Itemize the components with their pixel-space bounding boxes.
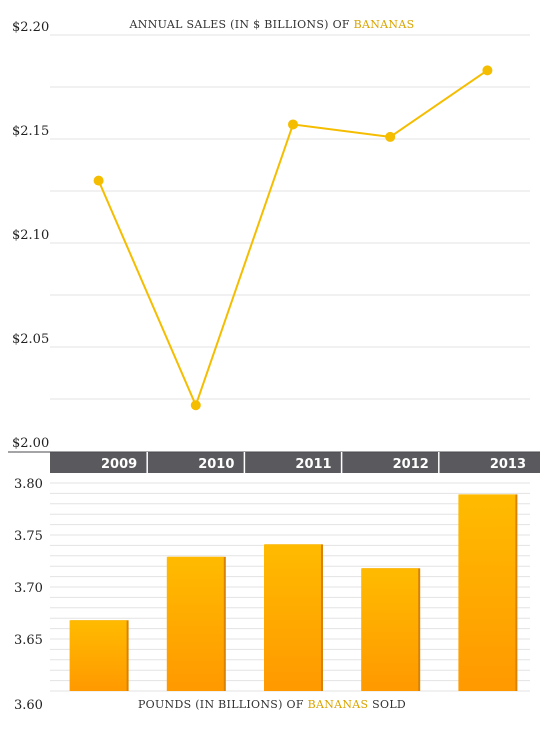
line-y-tick-label: $2.20 bbox=[12, 20, 49, 35]
bar-y-tick-label: 3.80 bbox=[14, 477, 43, 492]
bar-y-tick-label: 3.70 bbox=[14, 581, 43, 596]
bar-chart-y-axis: 3.60 3.65 3.70 3.75 3.80 bbox=[14, 477, 43, 713]
bar-chart-title-main: POUNDS (IN BILLIONS) OF bbox=[138, 698, 308, 711]
year-band-background bbox=[50, 452, 540, 473]
year-label: 2011 bbox=[295, 457, 331, 472]
bar-chart-title-highlight: BANANAS bbox=[308, 698, 369, 711]
line-y-tick-label: $2.15 bbox=[12, 124, 49, 139]
line-chart-title: ANNUAL SALES (IN $ BILLIONS) OF BANANAS bbox=[129, 18, 415, 31]
line-data-point bbox=[482, 65, 493, 76]
bar bbox=[69, 620, 127, 691]
year-label: 2013 bbox=[490, 457, 526, 472]
bar-chart-title-tail: SOLD bbox=[368, 698, 406, 711]
line-y-tick-label: $2.00 bbox=[12, 436, 49, 451]
bar-y-tick-label: 3.60 bbox=[14, 698, 43, 713]
line-data-point bbox=[93, 175, 104, 186]
bar-y-tick-label: 3.65 bbox=[14, 633, 43, 648]
line-data-point bbox=[385, 131, 396, 142]
year-label: 2009 bbox=[101, 457, 137, 472]
year-axis-band: 2009 2010 2011 2012 2013 bbox=[8, 451, 540, 473]
bar bbox=[458, 494, 516, 691]
line-y-tick-label: $2.10 bbox=[12, 228, 49, 243]
line-data-point bbox=[190, 400, 201, 411]
line-chart-y-axis: $2.00 $2.05 $2.10 $2.15 $2.20 bbox=[12, 20, 49, 451]
bar bbox=[166, 556, 224, 691]
line-chart-title-main: ANNUAL SALES (IN $ BILLIONS) OF bbox=[129, 18, 354, 31]
bar bbox=[361, 568, 419, 691]
line-chart-series bbox=[93, 65, 493, 411]
bar bbox=[264, 544, 321, 691]
bar-chart-bars bbox=[69, 494, 518, 691]
line-chart-title-highlight: BANANAS bbox=[354, 18, 415, 31]
year-label: 2012 bbox=[393, 457, 429, 472]
line-data-point bbox=[288, 119, 298, 130]
line-chart-gridlines bbox=[50, 34, 530, 400]
bar-chart-title: POUNDS (IN BILLIONS) OF BANANAS SOLD bbox=[138, 698, 406, 711]
year-label: 2010 bbox=[198, 457, 234, 472]
bar-y-tick-label: 3.75 bbox=[14, 529, 43, 544]
line-y-tick-label: $2.05 bbox=[12, 332, 49, 347]
